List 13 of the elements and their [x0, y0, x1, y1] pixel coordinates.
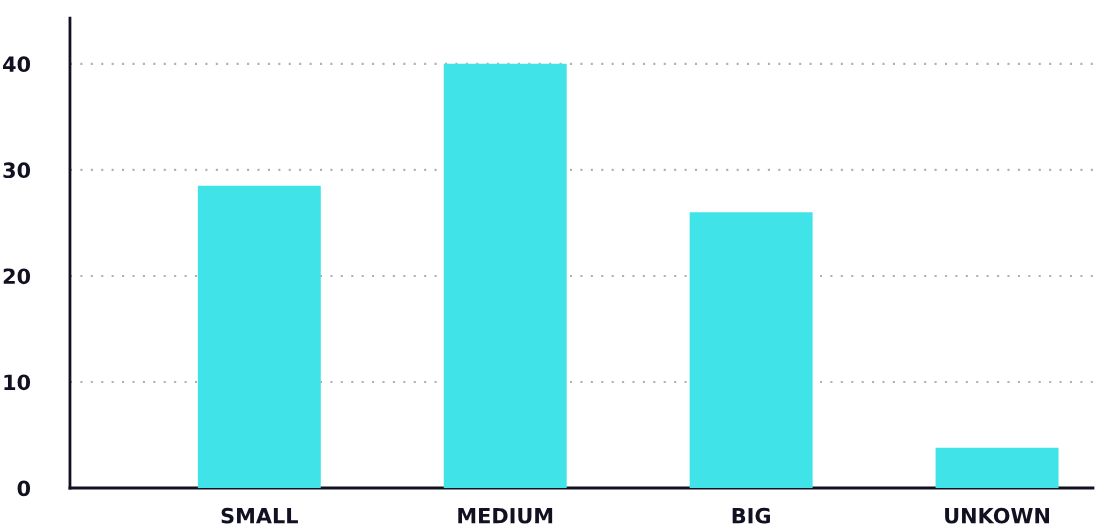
bar — [443, 63, 567, 488]
y-tick-label: 0 — [17, 480, 31, 497]
y-tick-label: 40 — [3, 56, 31, 73]
bar — [197, 185, 321, 488]
y-tick-label: 10 — [4, 374, 31, 391]
y-tick-label: 30 — [3, 162, 31, 179]
x-tick-label: MEDIUM — [458, 508, 553, 524]
x-tick-label: UNKOWN — [945, 507, 1049, 524]
y-tick-label: 20 — [3, 268, 31, 285]
bar — [935, 447, 1059, 488]
x-tick-label: SMALL — [221, 507, 298, 524]
bar — [689, 212, 813, 488]
x-tick-label: BIG — [732, 507, 770, 524]
